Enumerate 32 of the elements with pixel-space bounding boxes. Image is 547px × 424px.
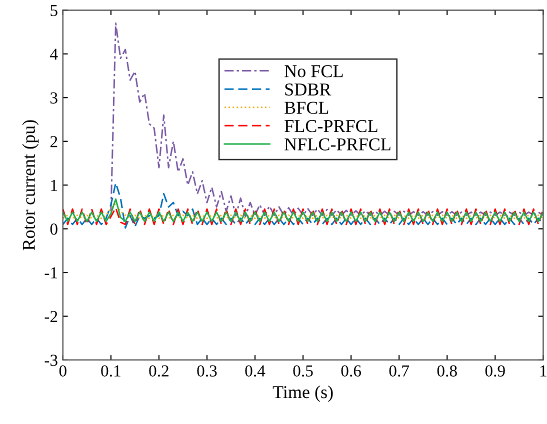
y-tick-label: -1	[44, 267, 58, 278]
y-tick-label: 0	[50, 224, 58, 235]
x-tick-label: 0.5	[293, 365, 313, 377]
x-tick-label: 0.2	[149, 365, 168, 377]
y-tick-label: -2	[44, 310, 58, 322]
x-tick-label: 0.8	[437, 365, 457, 377]
x-tick-label: 0.1	[101, 365, 120, 377]
x-tick-label: 0.9	[485, 365, 505, 377]
y-axis-title: Rotor current (pu)	[22, 120, 39, 250]
line-series	[62, 182, 544, 229]
x-tick-label: 0.7	[389, 365, 410, 377]
legend-label: BFCL	[284, 102, 328, 114]
line-series	[110, 22, 544, 218]
x-tick-label: 0.4	[245, 365, 266, 377]
line-series	[62, 202, 544, 220]
legend-label: SDBR	[285, 83, 332, 96]
y-tick-label: 4	[50, 48, 58, 60]
y-tick-label: 2	[50, 136, 58, 148]
line-series	[62, 198, 544, 222]
x-tick-label: 0	[59, 365, 66, 377]
y-tick-label: 1	[51, 180, 58, 191]
legend-label: No FCL	[284, 65, 343, 78]
legend-label: FLC-PRFCL	[284, 120, 378, 132]
x-tick-label: 0.3	[197, 365, 217, 377]
y-tick-label: 3	[50, 92, 58, 104]
y-tick-label: -3	[44, 354, 58, 366]
line-series	[62, 207, 544, 226]
legend-label: NFLC-PRFCL	[284, 138, 390, 150]
x-tick-label: 0.6	[341, 365, 361, 377]
x-axis-title: Time (s)	[272, 386, 333, 402]
y-tick-label: 5	[50, 5, 58, 16]
x-tick-label: 1	[540, 365, 546, 376]
